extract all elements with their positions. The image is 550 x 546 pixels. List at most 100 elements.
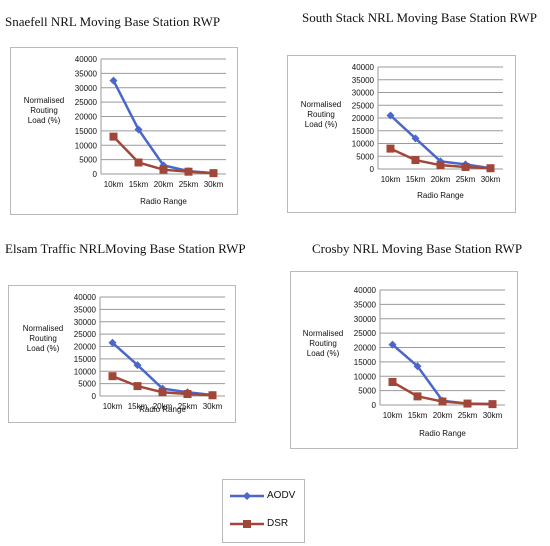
y-axis-label: Normalised (303, 329, 343, 338)
data-point-dsr (133, 382, 142, 391)
y-tick-label: 40000 (354, 286, 377, 295)
data-point-dsr (209, 169, 218, 178)
chart-frame-south-stack (287, 55, 516, 213)
data-point-dsr (436, 161, 445, 170)
y-tick-label: 40000 (75, 55, 98, 64)
data-point-dsr (461, 162, 470, 171)
data-point-aodv (388, 340, 397, 349)
data-point-aodv (411, 134, 420, 143)
data-point-dsr (386, 144, 395, 153)
y-axis-label: Routing (29, 334, 57, 343)
y-tick-label: 30000 (74, 318, 97, 327)
chart-title-crosby: Crosby NRL Moving Base Station RWP (312, 241, 523, 256)
data-point-dsr (159, 165, 168, 174)
y-tick-label: 10000 (75, 141, 98, 150)
y-tick-label: 25000 (352, 101, 375, 110)
data-point-dsr (183, 390, 192, 399)
x-axis-label: Radio Range (140, 197, 187, 206)
x-axis-label: Radio Range (417, 191, 464, 200)
data-point-dsr (208, 391, 217, 400)
y-tick-label: 0 (93, 170, 98, 179)
y-axis-label: Load (%) (28, 116, 61, 125)
y-tick-label: 20000 (354, 344, 377, 353)
data-point-dsr (438, 397, 447, 406)
y-axis-label: Routing (307, 110, 335, 119)
legend: AODV DSR (222, 479, 305, 543)
x-tick-label: 10km (103, 402, 123, 411)
y-axis-label: Normalised (24, 96, 64, 105)
y-axis-label: Normalised (23, 324, 63, 333)
x-tick-label: 25km (179, 180, 199, 189)
data-point-aodv (413, 362, 422, 371)
chart-title-elsam: Elsam Traffic NRLMoving Base Station RWP (5, 241, 246, 256)
x-tick-label: 25km (458, 411, 478, 420)
x-tick-label: 15km (408, 411, 428, 420)
chart-title-snaefell: Snaefell NRL Moving Base Station RWP (5, 14, 221, 29)
y-tick-label: 30000 (352, 89, 375, 98)
data-point-dsr (486, 164, 495, 173)
y-axis-label: Load (%) (27, 344, 60, 353)
series-line-aodv (391, 343, 493, 406)
data-point-dsr (158, 388, 167, 397)
y-tick-label: 35000 (74, 305, 97, 314)
y-tick-label: 25000 (75, 98, 98, 107)
y-tick-label: 35000 (354, 300, 377, 309)
y-tick-label: 10000 (352, 140, 375, 149)
y-tick-label: 15000 (354, 358, 377, 367)
data-point-dsr (388, 378, 397, 386)
x-tick-label: 30km (203, 402, 223, 411)
y-axis-label: Load (%) (305, 120, 338, 129)
data-point-aodv (133, 361, 142, 370)
y-axis-label: Routing (30, 106, 58, 115)
x-axis-label: Radio Range (419, 429, 466, 438)
y-tick-label: 10000 (74, 367, 97, 376)
y-tick-label: 5000 (358, 387, 376, 396)
data-point-dsr (488, 400, 497, 409)
legend-aodv-label: AODV (267, 490, 296, 501)
x-tick-label: 10km (381, 175, 401, 184)
y-tick-label: 5000 (78, 380, 96, 389)
data-point-dsr (413, 392, 422, 401)
data-point-dsr (109, 132, 118, 141)
data-point-dsr (411, 156, 420, 165)
y-tick-label: 15000 (74, 355, 97, 364)
x-tick-label: 20km (153, 402, 173, 411)
data-point-aodv (134, 125, 143, 134)
x-tick-label: 20km (433, 411, 453, 420)
y-tick-label: 5000 (356, 152, 374, 161)
x-tick-label: 10km (104, 180, 124, 189)
y-tick-label: 0 (372, 401, 377, 410)
data-point-aodv (109, 76, 118, 85)
y-tick-label: 20000 (75, 113, 98, 122)
y-tick-label: 15000 (75, 127, 98, 136)
y-tick-label: 10000 (354, 372, 377, 381)
y-tick-label: 0 (370, 165, 375, 174)
y-tick-label: 0 (92, 392, 97, 401)
chart-frame-elsam (8, 285, 236, 423)
x-tick-label: 30km (481, 175, 501, 184)
y-axis-label: Routing (309, 339, 337, 348)
y-tick-label: 40000 (352, 63, 375, 72)
x-tick-label: 15km (406, 175, 426, 184)
x-tick-label: 30km (204, 180, 224, 189)
legend-aodv-marker (230, 492, 264, 500)
y-tick-label: 35000 (75, 69, 98, 78)
legend-dsr-marker (230, 520, 264, 528)
y-tick-label: 30000 (75, 84, 98, 93)
data-point-dsr (463, 399, 472, 408)
y-tick-label: 20000 (74, 343, 97, 352)
x-tick-label: 25km (178, 402, 198, 411)
legend-dsr-label: DSR (267, 518, 289, 529)
y-tick-label: 35000 (352, 76, 375, 85)
x-tick-label: 15km (129, 180, 149, 189)
data-point-dsr (184, 167, 193, 176)
data-point-aodv (386, 111, 395, 120)
data-point-dsr (108, 372, 117, 381)
y-tick-label: 25000 (354, 329, 377, 338)
y-tick-label: 25000 (74, 330, 97, 339)
y-axis-label: Normalised (301, 100, 341, 109)
